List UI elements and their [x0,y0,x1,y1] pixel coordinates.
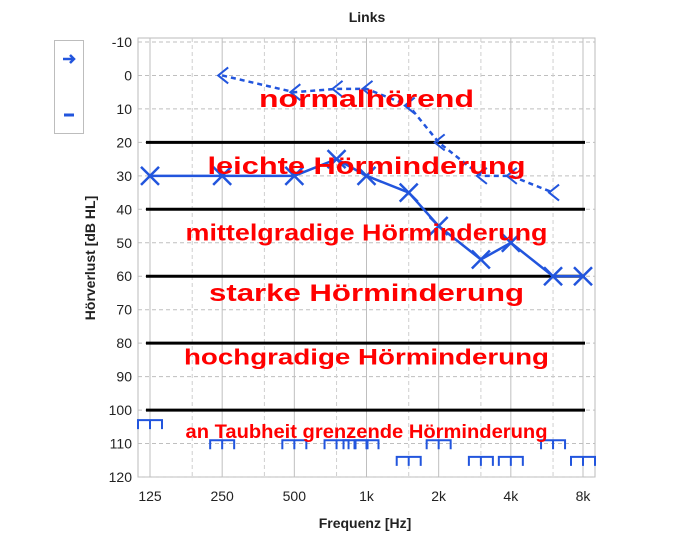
legend-panel [54,40,84,134]
masking-bracket [353,439,380,450]
y-tick-label: 90 [116,369,132,385]
y-tick-label: 100 [109,402,133,418]
masking-bracket [209,439,236,450]
plot-area: -10 0 10 20 30 40 50 60 70 80 90 100 110 120 125 250 500… [109,34,596,504]
x-axis-title: Frequenz [Hz] [319,515,412,531]
x-marker [356,165,377,186]
arrow-marker [330,80,344,98]
category-label: starke Hörminderung [209,280,524,307]
y-tick-label: 80 [116,335,132,351]
x-tick-label: 1k [359,488,375,504]
y-tick-label: 0 [124,67,132,83]
x-tick-label: 125 [138,488,162,504]
x-marker [398,182,419,203]
masking-bracket [137,419,163,430]
x-tick-label: 8k [576,488,592,504]
arrow-marker [216,66,229,85]
arrow-marker [360,80,374,98]
masking-bracket [570,455,596,466]
y-tick-label: 120 [109,469,133,485]
x-tick-label: 500 [283,488,307,504]
bone-conduction-line [221,74,554,194]
masking-bracket [497,455,524,466]
arrow-marker [505,167,518,185]
x-marker [470,249,491,270]
x-marker [326,149,347,169]
arrow-marker [403,96,416,115]
masking-bracket [540,439,567,450]
y-tick-label: 70 [116,302,132,318]
y-tick-label: 30 [116,168,132,184]
y-tick-label: 110 [110,436,133,452]
masking-bracket [425,439,452,450]
arrow-marker [433,133,446,152]
x-tick-label: 250 [210,488,234,504]
x-marker [284,165,305,186]
category-label: hochgradige Hörminderung [184,345,549,370]
x-marker [543,266,563,287]
x-marker [428,216,449,236]
arrow-marker [547,183,560,202]
y-tick-label: 10 [116,101,132,117]
x-marker [573,266,593,287]
y-tick-label: 50 [116,235,132,251]
category-label: an Taubheit grenzende Hörminderung [186,422,548,443]
x-marker [500,232,521,253]
masking-bracket [323,439,350,450]
y-tick-label: 40 [116,201,132,217]
arrow-right-icon[interactable] [61,51,77,67]
x-tick-label: 4k [503,488,519,504]
y-tick-label: 20 [116,134,132,150]
y-tick-label: -10 [112,34,132,50]
masking-bracket [395,455,422,466]
x-tick-label: 2k [431,488,447,504]
x-marker [212,165,233,186]
dash-icon[interactable] [61,107,77,123]
y-axis-title: Hörverlust [dB HL] [82,196,98,320]
category-label: leichte Hörminderung [208,153,526,180]
category-label: normalhörend [259,86,474,113]
chart-title: Links [349,9,386,25]
arrow-marker [288,83,301,101]
masking-bracket [467,455,494,466]
arrow-marker [475,167,488,185]
x-marker [140,165,160,186]
category-label: mittelgradige Hörminderung [186,220,548,246]
masking-bracket [281,439,308,450]
y-tick-label: 60 [116,268,132,284]
